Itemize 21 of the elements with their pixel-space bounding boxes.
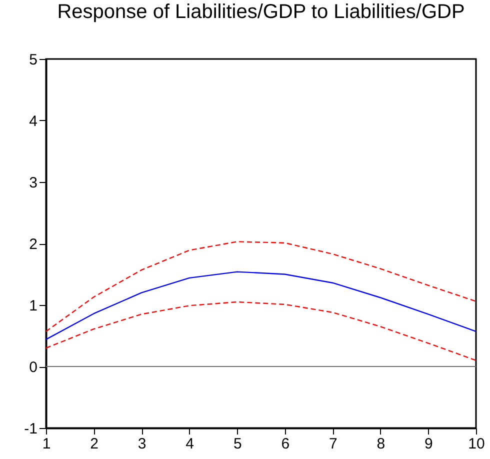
x-tick-label: 8 [376, 436, 386, 452]
chart-title: Response of Liabilities/GDP to Liabilities/GDP [57, 1, 465, 23]
x-tick-label: 6 [281, 436, 290, 452]
x-tick-label: 9 [424, 436, 433, 452]
y-tick-label: -1 [24, 420, 38, 438]
x-tick-label: 2 [90, 436, 98, 452]
x-tick-label: 10 [468, 436, 485, 452]
y-tick-label: 4 [29, 113, 38, 130]
x-tick-label: 5 [233, 436, 242, 452]
y-tick-label: 5 [29, 52, 38, 68]
line-series [45, 301, 477, 361]
line-series [45, 241, 477, 332]
y-tick-label: 2 [29, 236, 38, 253]
x-tick-label: 4 [186, 436, 194, 452]
line-series [45, 271, 477, 340]
x-tick-label: 3 [138, 436, 146, 452]
y-tick-label: 1 [29, 298, 38, 314]
x-tick-label: 7 [328, 436, 338, 452]
y-tick-label: 0 [29, 359, 38, 376]
y-tick-label: 3 [29, 174, 38, 192]
x-tick-label: 1 [42, 436, 51, 452]
